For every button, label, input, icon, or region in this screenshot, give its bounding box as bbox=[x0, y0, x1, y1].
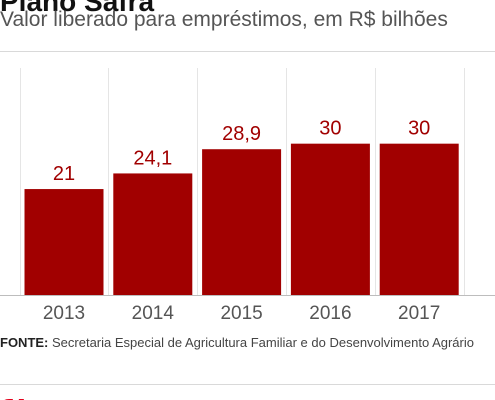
chart-subtitle: Valor liberado para empréstimos, em R$ b… bbox=[0, 8, 448, 31]
value-label-2014: 24,1 bbox=[133, 147, 172, 169]
value-label-2017: 30 bbox=[408, 118, 430, 140]
g1-logo-icon bbox=[0, 392, 30, 400]
x-tick-2015: 2015 bbox=[220, 303, 262, 324]
x-tick-2017: 2017 bbox=[398, 303, 440, 324]
source-note: FONTE: Secretaria Especial de Agricultur… bbox=[0, 333, 480, 353]
value-label-2016: 30 bbox=[319, 118, 341, 140]
bottom-divider bbox=[0, 384, 495, 385]
bar-2016 bbox=[290, 143, 370, 295]
x-tick-2016: 2016 bbox=[309, 303, 351, 324]
bar-2015 bbox=[202, 149, 282, 295]
source-label: FONTE: bbox=[0, 335, 49, 350]
value-label-2015: 28,9 bbox=[222, 123, 261, 145]
value-label-2013: 21 bbox=[53, 163, 75, 185]
bar-chart: 21 2013 24,1 2014 28,9 2015 30 2016 30 2017 bbox=[0, 68, 495, 324]
chart-title: Plano Safra bbox=[0, 0, 155, 17]
bar-2014 bbox=[113, 173, 193, 295]
top-divider bbox=[0, 51, 495, 52]
x-tick-2013: 2013 bbox=[43, 303, 85, 324]
bar-2013 bbox=[24, 189, 104, 295]
source-text: Secretaria Especial de Agricultura Famil… bbox=[48, 335, 474, 350]
x-tick-2014: 2014 bbox=[132, 303, 175, 324]
bar-2017 bbox=[379, 143, 459, 295]
